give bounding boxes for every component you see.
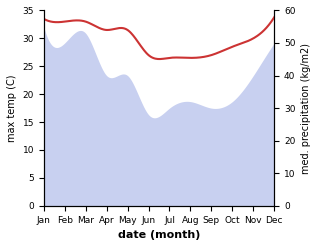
X-axis label: date (month): date (month) bbox=[118, 230, 200, 240]
Y-axis label: med. precipitation (kg/m2): med. precipitation (kg/m2) bbox=[301, 43, 311, 174]
Y-axis label: max temp (C): max temp (C) bbox=[7, 74, 17, 142]
